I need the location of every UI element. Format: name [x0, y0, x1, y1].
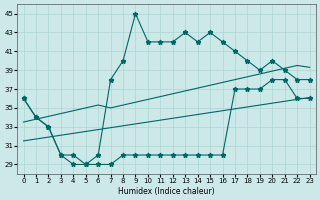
X-axis label: Humidex (Indice chaleur): Humidex (Indice chaleur): [118, 187, 215, 196]
